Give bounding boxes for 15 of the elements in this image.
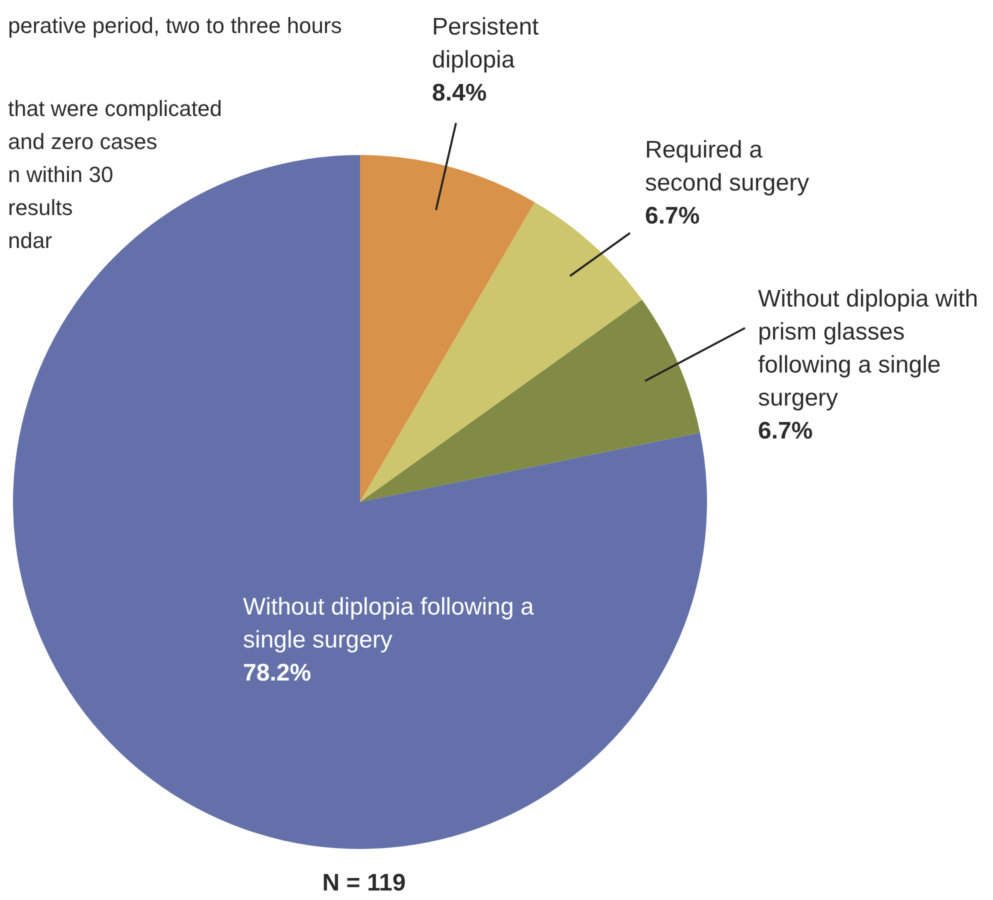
text: that were complicated <box>8 96 222 122</box>
text: perative period, two to three hours <box>8 13 342 38</box>
text: results <box>8 195 73 220</box>
data-label: 78.2% <box>243 660 312 687</box>
data-label: 6.7% <box>758 418 813 445</box>
text: N = 119 <box>322 870 406 897</box>
slice-label: Without diplopia with prism glasses following a single surgery <box>758 286 978 412</box>
data-label: 8.4% <box>432 80 487 107</box>
slice-label: Persistent diplopia <box>432 14 540 74</box>
slice-label: Required a second surgery <box>645 136 810 197</box>
text: ndar <box>8 228 52 254</box>
slice-label: Without diplopia following a single surgery <box>243 594 534 654</box>
text: and zero cases <box>8 129 158 154</box>
data-label: 6.7% <box>645 202 700 230</box>
text: n within 30 <box>8 162 114 188</box>
